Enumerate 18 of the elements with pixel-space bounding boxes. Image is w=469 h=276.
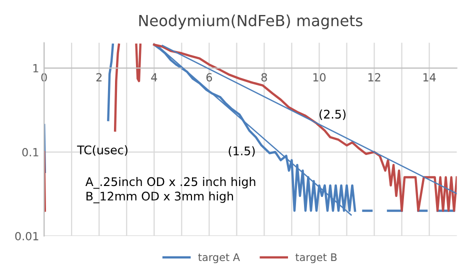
x-tick-label: 12 bbox=[368, 73, 380, 82]
legend-label: target A bbox=[198, 253, 240, 264]
x-tick-label: 14 bbox=[423, 73, 436, 82]
x-tick-label: 6 bbox=[206, 73, 212, 82]
x-tick-label: 8 bbox=[261, 73, 267, 82]
x-tick-label: 10 bbox=[313, 73, 326, 82]
chart-title: Neodymium(NdFeB) magnets bbox=[139, 14, 362, 30]
annotation: (2.5) bbox=[320, 110, 346, 120]
legend-label: target B bbox=[296, 253, 337, 264]
x-tick-label: 4 bbox=[151, 73, 158, 82]
annotation: (1.5) bbox=[228, 146, 255, 157]
y-tick-label: 0.1 bbox=[22, 148, 38, 156]
y-tick-label: 0.01 bbox=[15, 232, 38, 240]
x-tick-label: 2 bbox=[96, 73, 102, 82]
annotation: A_.25inch OD x .25 inch high bbox=[85, 176, 256, 189]
annotation: B_12mm OD x 3mm high bbox=[86, 191, 234, 204]
annotation: TC(usec) bbox=[77, 145, 128, 156]
y-tick-label: 1 bbox=[33, 64, 38, 72]
